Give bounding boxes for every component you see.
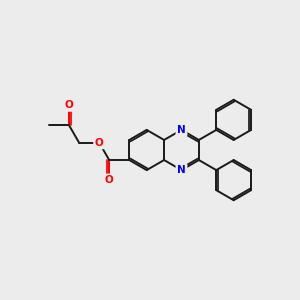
Text: O: O — [65, 100, 74, 110]
Text: O: O — [95, 138, 103, 148]
Text: O: O — [105, 175, 114, 185]
Text: N: N — [177, 125, 186, 135]
Text: N: N — [177, 165, 186, 175]
